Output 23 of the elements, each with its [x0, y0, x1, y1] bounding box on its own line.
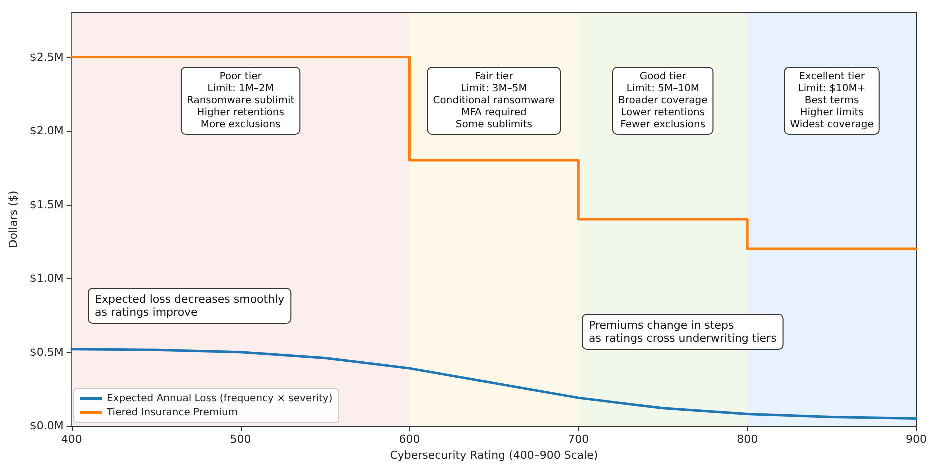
x-axis-title: Cybersecurity Rating (400–900 Scale) — [390, 449, 598, 462]
band-label: Good tier Limit: 5M–10M Broader coverage Lower retentions Fewer exclusions — [618, 72, 708, 130]
y-tick-label: $1.5M — [30, 198, 64, 212]
y-tick-label: $2.0M — [30, 124, 64, 138]
band-label: Excellent tier Limit: $10M+ Best terms Higher limits Widest coverage — [790, 72, 874, 130]
x-tick-label: 600 — [399, 433, 420, 446]
x-tick-label: 700 — [568, 433, 590, 446]
y-axis-title: Dollars ($) — [7, 190, 20, 248]
x-tick-label: 900 — [906, 433, 927, 446]
x-tick-label: 800 — [737, 433, 758, 446]
band-label: Fair tier Limit: 3M–5M Conditional ransomware MFA required Some sublimits — [433, 72, 556, 130]
line-series — [70, 348, 918, 420]
x-tick-label: 400 — [61, 433, 82, 446]
annotation: Premiums change in steps as ratings cross underwriting tiers — [589, 319, 778, 345]
annotation: Expected loss decreases smoothly as ratings improve — [95, 293, 286, 319]
y-tick-label: $0.0M — [30, 420, 64, 433]
y-tick-label: $2.5M — [30, 50, 64, 64]
x-tick-label: 500 — [230, 433, 252, 446]
y-tick-label: $0.5M — [30, 346, 64, 359]
legend-label: Tiered Insurance Premium — [106, 408, 238, 418]
band-label: Poor tier Limit: 1M–2M Ransomware sublimit Higher retentions More exclusions — [186, 72, 295, 130]
legend-label: Expected Annual Loss (frequency × severity) — [107, 394, 333, 404]
y-tick-label: $1.0M — [30, 272, 64, 286]
